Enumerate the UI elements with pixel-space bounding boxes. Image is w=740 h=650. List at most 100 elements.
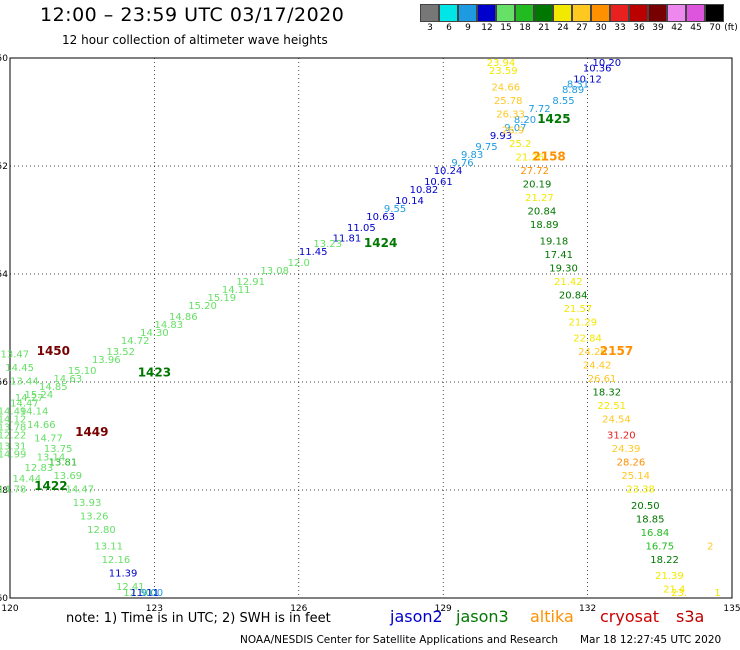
wave-value-label: 26.9 [502,126,524,137]
wave-value-label: 12.91 [236,277,265,288]
wave-value-label: 9.55 [384,204,406,215]
wave-value-label: 14.30 [140,328,169,339]
wave-value-label: 11.81 [333,234,362,245]
footer-note: note: 1) Time is in UTC; 2) SWH is in fe… [66,611,331,626]
lat-tick-label: -52 [0,162,8,172]
wave-values: 10.2010.3610.128.318.898.557.728.209.079… [0,58,721,599]
map-grid [9,57,733,599]
wave-value-label: 12.16 [102,555,131,566]
wave-value-label: 2 [707,541,713,552]
mission-label-jason2: jason2 [390,607,443,626]
wave-value-label: 10.63 [366,212,395,223]
wave-value-label: 12.0 [288,258,310,269]
wave-value-label: 14.44 [13,474,42,485]
wave-value-label: 24.39 [612,444,641,455]
pass-time-label: 2158 [532,150,565,164]
wave-value-label: 13.31 [0,442,26,453]
legend-label: 6 [446,23,452,33]
wave-value-label: 11.11 [130,588,159,599]
legend-swatch [534,4,553,22]
legend-label: 21 [538,23,550,33]
wave-value-label: 25.14 [621,471,650,482]
wave-value-label: 10.24 [434,166,463,177]
wave-value-label: 23. [671,588,687,599]
wave-value-label: 9.07 [504,123,526,134]
legend-label: 12 [481,23,493,33]
wave-value-label: 14.72 [121,336,150,347]
pass-time-label: 2157 [600,344,633,358]
wave-value-label: 18.85 [636,514,665,525]
wave-value-label: 21.42 [554,277,583,288]
wave-value-label: 21.57 [564,304,593,315]
wave-value-label: 13.93 [73,498,102,509]
wave-value-label: 28.26 [617,458,646,469]
wave-value-label: 1 [714,588,720,599]
wave-value-label: 14.99 [0,450,26,461]
wave-value-label: 15.20 [188,301,217,312]
wave-value-label: 24.26 [578,347,607,358]
lon-tick-label: 135 [723,604,740,614]
wave-value-label: 13.11 [94,541,123,552]
wave-value-label: 24.66 [491,82,520,93]
wave-value-label: 9.00 [141,588,163,599]
map-frame [9,57,733,599]
map-border [9,57,733,599]
lat-tick-label: -56 [0,378,8,388]
lon-tick-label: 129 [435,604,452,614]
wave-value-label: 22.84 [573,334,602,345]
wave-value-label: 18.22 [650,555,679,566]
wave-value-label: 8.55 [552,96,574,107]
lon-tick-label: 132 [579,604,596,614]
pass-time-label: 1425 [537,112,570,126]
wave-value-label: 14.12 [0,415,26,426]
legend-label: 30 [595,23,607,33]
wave-value-label: 14.14 [20,406,49,417]
wave-value-label: 20.50 [631,501,660,512]
wave-value-label: 13.81 [49,458,78,469]
mission-label-altika: altika [530,607,574,626]
mission-label-jason3: jason3 [456,607,509,626]
legend-label: 27 [576,23,588,33]
wave-value-label: 31.20 [607,431,636,442]
pass-time-label: 1450 [37,344,70,358]
wave-value-label: 10.12 [573,74,602,85]
wave-value-label: 21.27 [525,193,554,204]
wave-value-label: 10.20 [593,58,622,69]
wave-value-label: 20.84 [559,290,588,301]
wave-value-label: 23.59 [489,66,518,77]
legend-unit: (ft) [724,23,738,33]
wave-value-label: 12.41 [116,582,145,593]
pass-time-label: 1423 [138,366,171,380]
lon-tick-label: 126 [290,604,307,614]
legend-swatch [420,4,439,22]
generation-timestamp: Mar 18 12:27:45 UTC 2020 [580,634,722,646]
page-title: 12:00 – 23:59 UTC 03/17/2020 [40,4,345,26]
legend-swatch [439,4,458,22]
wave-value-label: 18.89 [530,220,559,231]
wave-value-label: 10.36 [583,64,612,75]
wave-value-label: 19.18 [540,236,569,247]
lat-tick-label: -58 [0,486,8,496]
page-subtitle: 12 hour collection of altimeter wave hei… [62,33,328,47]
legend-swatch [705,4,724,22]
wave-value-label: 21.26 [516,153,545,164]
legend-label: 39 [652,23,664,33]
wave-value-label: 10.82 [410,185,439,196]
legend-label: 15 [500,23,512,33]
wave-value-label: 20.19 [523,180,552,191]
wave-value-label: 24.42 [583,361,612,372]
wave-value-label: 12.83 [25,463,54,474]
wave-value-label: 26.33 [496,109,525,120]
pass-time-label: 1422 [34,479,67,493]
wave-value-label: 23.38 [626,485,655,496]
wave-value-label: 19.30 [549,263,578,274]
legend-label: 33 [614,23,626,33]
legend-swatch [610,4,629,22]
wave-value-label: 13.69 [53,471,82,482]
legend-swatch [477,4,496,22]
wave-value-label: 17.41 [544,250,573,261]
wave-value-label: 16.75 [645,541,674,552]
wave-value-label: 8.20 [514,115,536,126]
wave-value-label: 25.2 [509,139,531,150]
